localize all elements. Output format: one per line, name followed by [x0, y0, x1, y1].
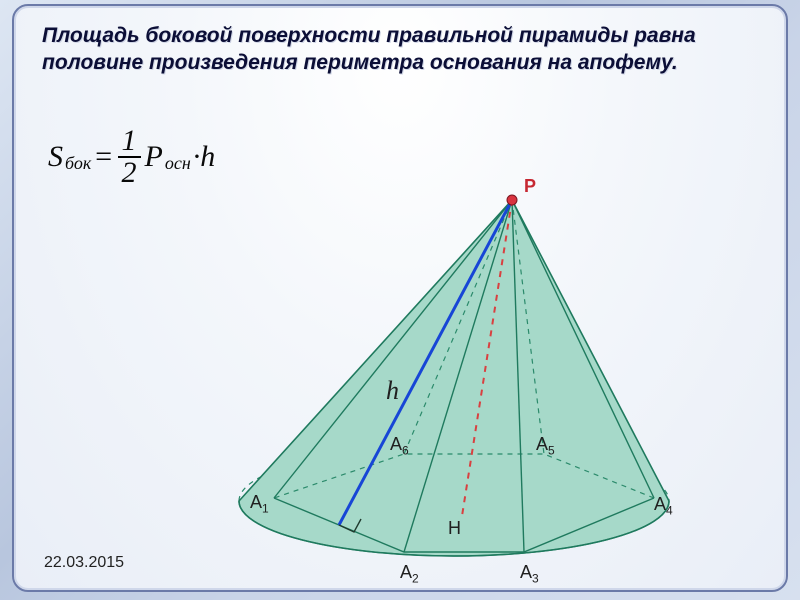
formula-S-sub: бок	[65, 153, 91, 174]
formula-half-den: 2	[118, 158, 141, 188]
label-P: P	[524, 176, 536, 197]
label-A3: A3	[520, 562, 539, 586]
label-A5: A5	[536, 434, 555, 458]
content-frame: Площадь боковой поверхности правильной п…	[12, 4, 788, 592]
theorem-text: Площадь боковой поверхности правильной п…	[42, 22, 758, 77]
pyramid-diagram: P h H A1 A2 A3 A4 A5 A6	[204, 176, 704, 586]
formula-P-sub: осн	[165, 153, 191, 174]
formula-P: P	[145, 140, 163, 174]
formula-half: 1 2	[118, 126, 141, 188]
formula-half-num: 1	[118, 126, 141, 158]
formula-eq: =	[93, 140, 113, 174]
label-A6: A6	[390, 434, 409, 458]
label-h: h	[386, 376, 399, 406]
label-A4: A4	[654, 494, 673, 518]
label-A2: A2	[400, 562, 419, 586]
slide-background: Площадь боковой поверхности правильной п…	[0, 0, 800, 600]
label-A1: A1	[250, 492, 269, 516]
formula-S: S	[48, 140, 63, 174]
formula-dot: ·	[193, 140, 201, 174]
cone-surface	[239, 200, 669, 556]
apex-dot	[507, 195, 517, 205]
slide-date: 22.03.2015	[44, 554, 124, 572]
label-H: H	[448, 518, 461, 539]
formula-h: h	[200, 140, 215, 174]
formula: S бок = 1 2 P осн · h	[48, 126, 215, 188]
